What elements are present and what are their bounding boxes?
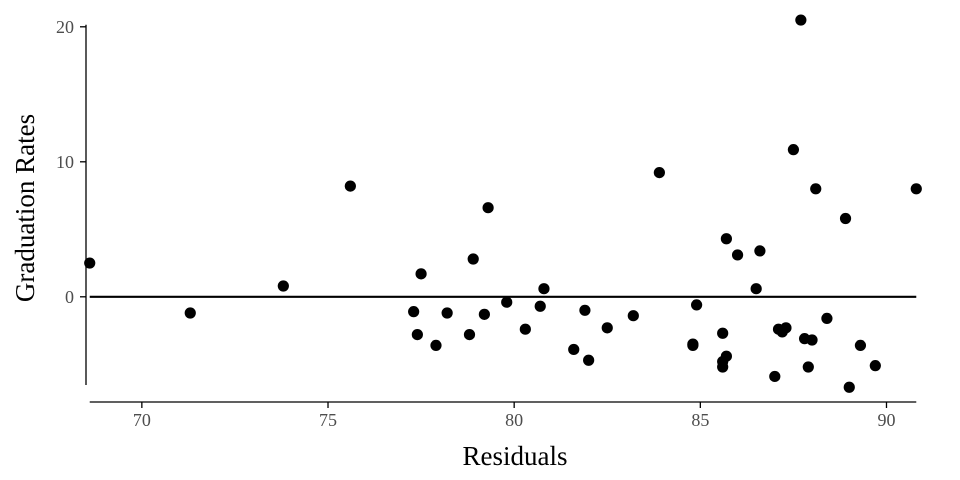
data-point (810, 183, 822, 195)
data-point (408, 306, 420, 318)
data-point (754, 245, 766, 257)
x-tick-label: 85 (691, 410, 709, 430)
data-point (463, 329, 476, 341)
data-point (787, 144, 800, 156)
data-point (869, 360, 881, 372)
data-point (720, 233, 732, 245)
data-point (411, 329, 423, 341)
data-point (538, 283, 550, 295)
data-point (277, 280, 289, 292)
data-point (806, 334, 818, 346)
data-point (717, 327, 729, 339)
x-tick-label: 70 (133, 410, 151, 430)
data-point (653, 167, 665, 179)
data-point (579, 304, 591, 316)
data-point (843, 381, 855, 393)
data-point (534, 300, 546, 312)
y-tick-label: 20 (56, 17, 74, 37)
y-axis-ticks: 0 10 20 (56, 17, 86, 307)
data-point (84, 257, 96, 269)
y-axis-title: Graduation Rates (10, 114, 40, 302)
data-point (478, 308, 490, 320)
y-tick-label: 0 (65, 287, 74, 307)
x-tick-label: 75 (319, 410, 337, 430)
data-point (501, 296, 513, 308)
y-tick-label: 10 (56, 152, 74, 172)
data-point (467, 253, 479, 265)
data-point (687, 338, 699, 350)
data-point (821, 312, 833, 324)
data-point (731, 249, 744, 261)
data-point (780, 322, 792, 334)
data-point (519, 323, 531, 335)
data-point (583, 354, 595, 366)
axes (85, 24, 917, 403)
data-point (482, 202, 494, 214)
data-point (750, 283, 762, 295)
data-point (854, 339, 867, 351)
x-tick-label: 90 (877, 410, 895, 430)
data-point (769, 370, 781, 383)
data-point (601, 322, 613, 334)
x-axis-title: Residuals (463, 441, 568, 471)
x-axis-ticks: 70 75 80 85 90 (133, 402, 895, 430)
data-point (717, 361, 729, 373)
x-tick-label: 80 (505, 410, 523, 430)
data-point (415, 268, 427, 280)
data-point (344, 180, 356, 192)
data-point (795, 14, 807, 26)
data-point (627, 310, 639, 322)
data-points (84, 14, 922, 393)
data-point (568, 343, 580, 356)
data-point (691, 299, 703, 311)
data-point (720, 350, 732, 362)
data-point (910, 183, 922, 195)
data-point (430, 339, 442, 351)
data-point (441, 307, 453, 319)
data-point (184, 307, 196, 319)
data-point (839, 212, 852, 225)
data-point (802, 361, 814, 373)
